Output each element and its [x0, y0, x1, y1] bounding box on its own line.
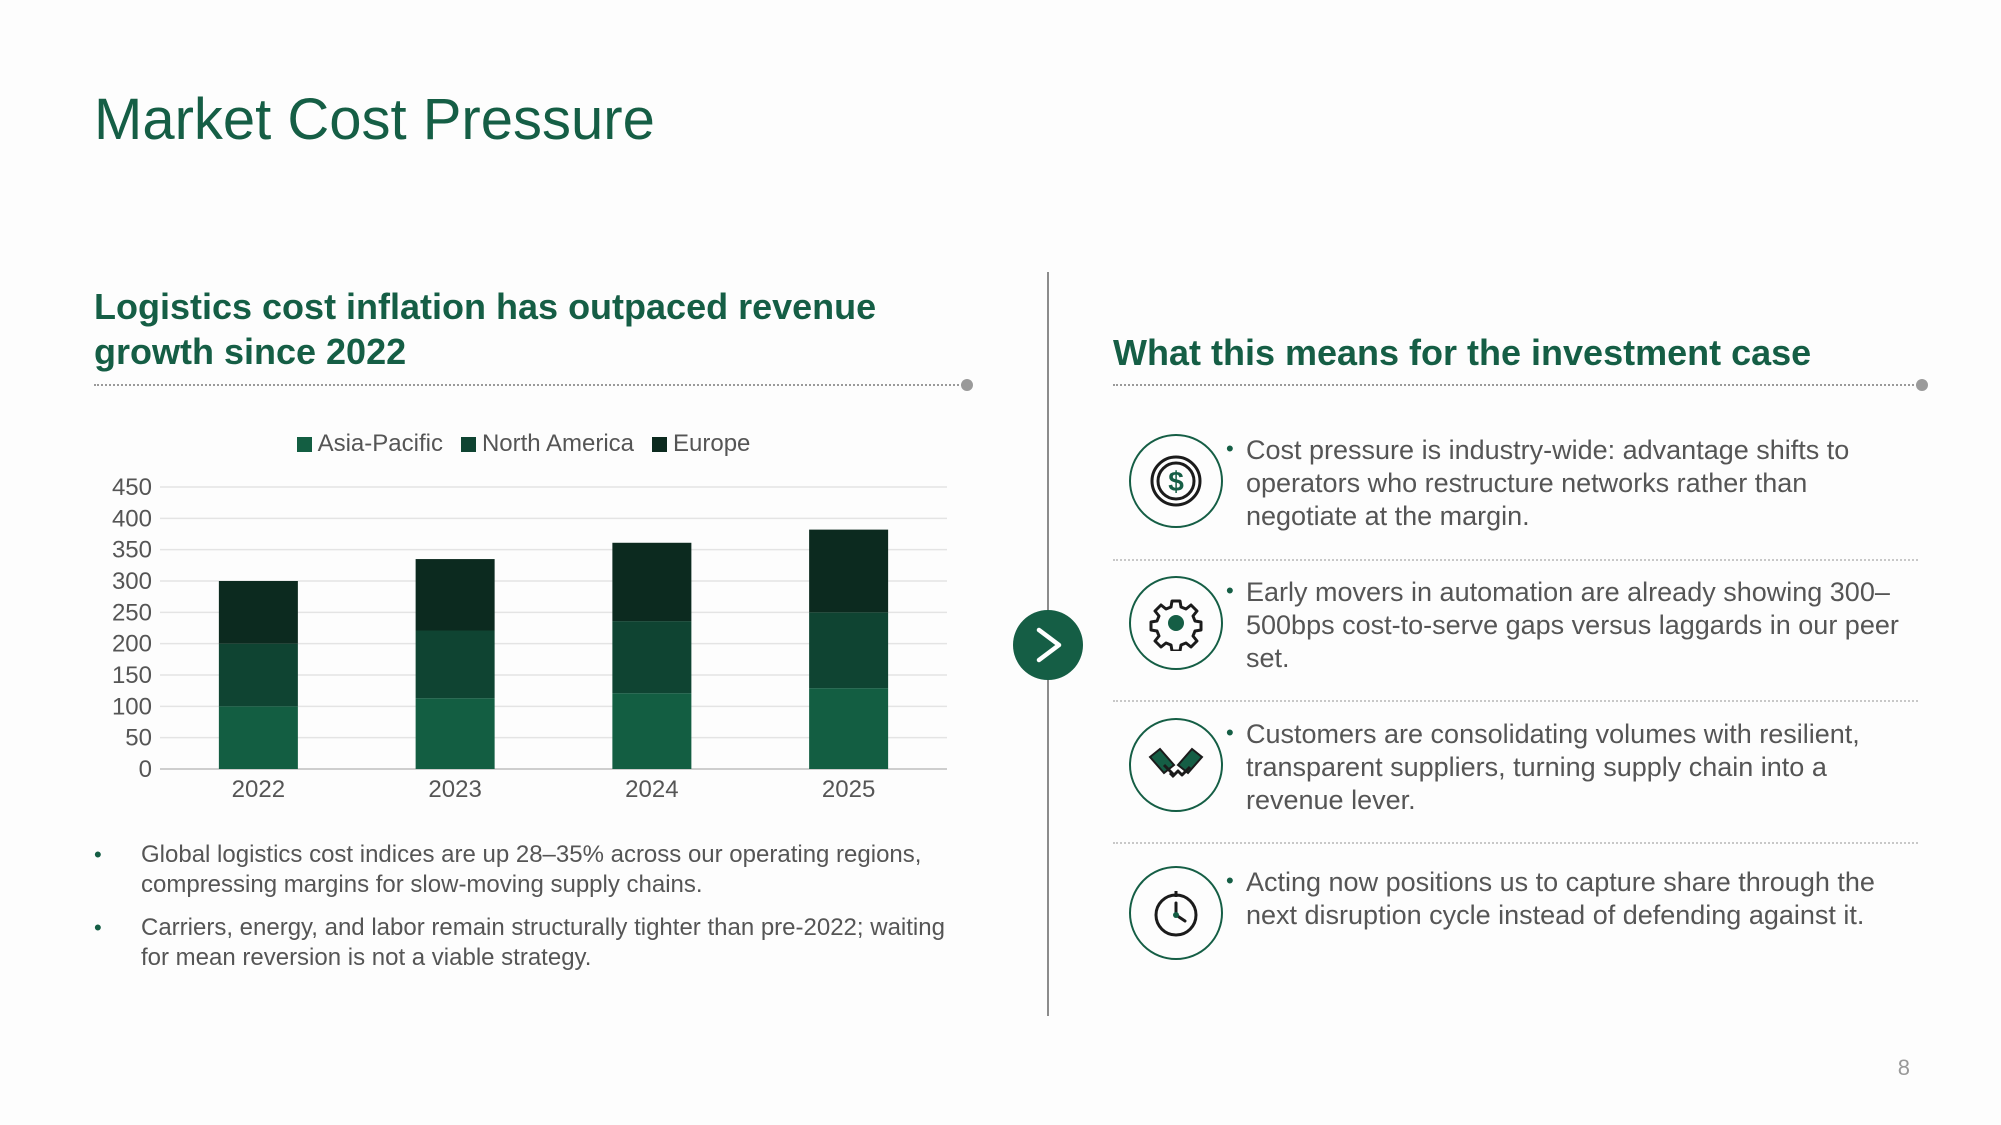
chart-section-heading: Logistics cost inflation has outpaced re… [94, 286, 877, 372]
bullet-marker: • [94, 915, 102, 940]
bullet-marker: • [1226, 868, 1234, 893]
handshake-icon [1129, 718, 1223, 812]
underline-end-dot [961, 379, 973, 391]
x-tick-label: 2025 [822, 776, 875, 803]
bullet-text: Global logistics cost indices are up 28–… [141, 841, 922, 898]
legend-label: North America [481, 430, 635, 457]
row-divider [1113, 700, 1918, 702]
stacked-bar-chart: 0 50 100 150 200 250 300 350 400 450 2022 2023 2024 2… [112, 474, 947, 803]
legend-label: Asia-Pacific [317, 430, 443, 457]
bar-segment-europe [612, 542, 692, 622]
legend-item-europe: Europe [652, 430, 750, 458]
y-tick-label: 350 [112, 537, 152, 564]
bar-segment-north-america [809, 612, 889, 689]
bullet-text: Carriers, energy, and labor remain struc… [141, 914, 945, 971]
chevron-glyph [1036, 627, 1062, 663]
bar-segment-europe [809, 529, 889, 613]
bullet-marker: • [1226, 578, 1234, 603]
x-tick-label: 2023 [428, 776, 481, 803]
right-heading-underline [1113, 379, 1928, 391]
bar-segment-north-america [415, 630, 495, 699]
x-tick-label: 2024 [625, 776, 678, 803]
y-tick-label: 150 [112, 662, 152, 689]
slide-title: Market Cost Pressure [94, 87, 655, 152]
implication-label: Acting now positions us to capture share… [1246, 867, 1875, 930]
y-tick-label: 450 [112, 474, 152, 501]
list-item: • Global logistics cost indices are up 2… [94, 840, 974, 900]
bullet-marker: • [1226, 720, 1234, 745]
implication-item: • Early movers in automation are already… [1113, 576, 1918, 718]
legend-item-asia-pacific: Asia-Pacific [296, 430, 443, 458]
x-tick-label: 2022 [232, 776, 285, 803]
bullet-marker: • [94, 842, 102, 867]
list-item: • Carriers, energy, and labor remain str… [94, 913, 974, 973]
implication-item: $ • Cost pressure is industry-wide: adva… [1113, 434, 1918, 576]
row-divider [1113, 842, 1918, 844]
clock-icon [1129, 866, 1223, 960]
bar-segment-europe [415, 559, 495, 631]
bar-segment-north-america [612, 621, 692, 694]
implication-text: • Customers are consolidating volumes wi… [1226, 718, 1918, 817]
y-tick-label: 100 [112, 693, 152, 720]
y-tick-label: 0 [139, 756, 152, 783]
y-tick-label: 200 [112, 631, 152, 658]
implications-heading: What this means for the investment case [1113, 332, 1812, 373]
bar-segment-asia-pacific [415, 698, 495, 769]
bar-segment-asia-pacific [218, 706, 298, 769]
implication-item: • Customers are consolidating volumes wi… [1113, 718, 1918, 860]
implication-label: Early movers in automation are already s… [1246, 577, 1899, 673]
legend-swatch [460, 436, 476, 452]
implication-label: Customers are consolidating volumes with… [1246, 719, 1860, 815]
bar-segment-asia-pacific [612, 693, 692, 769]
row-divider [1113, 559, 1918, 561]
y-tick-label: 300 [112, 568, 152, 595]
bar-segment-europe [218, 581, 298, 644]
underline-end-dot [1916, 379, 1928, 391]
gear-icon [1129, 576, 1223, 670]
bar-segment-north-america [218, 643, 298, 707]
svg-text:$: $ [1168, 466, 1184, 497]
left-bullet-list: • Global logistics cost indices are up 2… [94, 840, 974, 986]
left-heading-underline [94, 379, 973, 391]
legend-swatch [296, 436, 312, 452]
y-tick-label: 400 [112, 505, 152, 532]
implication-text: • Cost pressure is industry-wide: advant… [1226, 434, 1918, 533]
implication-text: • Acting now positions us to capture sha… [1226, 866, 1918, 932]
implication-text: • Early movers in automation are already… [1226, 576, 1918, 675]
implication-item: • Acting now positions us to capture sha… [1113, 866, 1918, 1008]
y-tick-label: 50 [125, 725, 152, 752]
bar-segment-asia-pacific [809, 688, 889, 769]
bullet-marker: • [1226, 436, 1234, 461]
dollar-coin-icon: $ [1129, 434, 1223, 528]
implication-label: Cost pressure is industry-wide: advantag… [1246, 435, 1850, 531]
y-tick-label: 250 [112, 599, 152, 626]
legend-label: Europe [673, 430, 751, 457]
chart-legend: Asia-Pacific North America Europe [0, 430, 1047, 458]
chevron-right-icon [1013, 610, 1083, 680]
legend-item-north-america: North America [460, 430, 635, 458]
page-number: 8 [1897, 1055, 1910, 1080]
legend-swatch [652, 436, 668, 452]
